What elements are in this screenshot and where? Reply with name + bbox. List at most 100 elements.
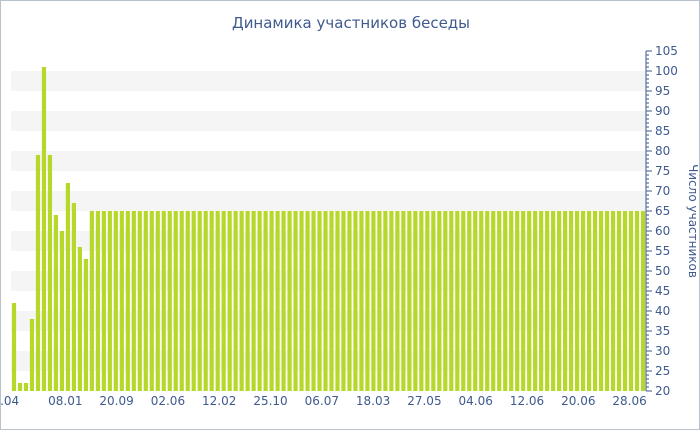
x-tick-label: 18.03 [356, 394, 390, 408]
bar [155, 211, 160, 391]
bar [77, 247, 82, 391]
bar [640, 211, 646, 391]
x-tick-label: 12.06 [510, 394, 544, 408]
bar [371, 211, 376, 391]
bar [347, 211, 352, 391]
bar [269, 211, 274, 391]
bar [53, 215, 59, 391]
bar [443, 211, 448, 391]
bar [353, 211, 358, 391]
y-axis-title: Число участников [686, 164, 700, 278]
bar [245, 211, 250, 391]
bar [413, 211, 418, 391]
bar [17, 383, 23, 391]
bar [11, 303, 17, 391]
bar [125, 211, 130, 391]
x-tick-label: 27.05 [407, 394, 441, 408]
y-tick-label: 55 [655, 244, 670, 258]
y-tick-label: 20 [655, 384, 670, 398]
bar [263, 211, 268, 391]
bar [23, 383, 29, 391]
y-tick-label: 35 [655, 324, 670, 338]
grid-band [11, 311, 646, 331]
bar [616, 211, 622, 391]
bar [233, 211, 238, 391]
grid-band [11, 71, 646, 91]
bar [622, 211, 628, 391]
bar [503, 211, 508, 391]
bar [191, 211, 196, 391]
x-tick-label: 28.06 [612, 394, 646, 408]
y-tick-label: 40 [655, 304, 670, 318]
bar [341, 211, 346, 391]
bar [455, 211, 460, 391]
bar [227, 211, 232, 391]
bar [473, 211, 478, 391]
bar [509, 211, 514, 391]
x-tick-label: 20.09 [99, 394, 133, 408]
y-tick-label: 85 [655, 124, 670, 138]
bar [221, 211, 226, 391]
y-tick-label: 50 [655, 264, 670, 278]
bar [425, 211, 430, 391]
y-tick-label: 45 [655, 284, 670, 298]
y-tick-label: 90 [655, 104, 670, 118]
chart-title: Динамика участников беседы [231, 14, 471, 32]
bar [407, 211, 412, 391]
y-tick-label: 95 [655, 84, 670, 98]
bar [149, 211, 154, 391]
bar [557, 211, 562, 391]
bar [581, 211, 586, 391]
bar [143, 211, 148, 391]
bar [137, 211, 142, 391]
bar [293, 211, 298, 391]
bar [167, 211, 172, 391]
bar [119, 211, 124, 391]
grid-band [11, 111, 646, 131]
y-tick-label: 80 [655, 144, 670, 158]
bar [592, 211, 598, 391]
bar [209, 211, 214, 391]
bar [173, 211, 178, 391]
bar [377, 211, 382, 391]
bar [563, 211, 568, 391]
bar [161, 211, 166, 391]
bar [317, 211, 322, 391]
y-tick-label: 25 [655, 364, 670, 378]
bar [107, 211, 112, 391]
bar [586, 211, 592, 391]
bar [383, 211, 388, 391]
bar [628, 211, 634, 391]
grid-band [11, 151, 646, 171]
y-tick-label: 30 [655, 344, 670, 358]
bar [539, 211, 544, 391]
bar [575, 211, 580, 391]
bar [101, 211, 106, 391]
bar [47, 155, 53, 391]
bar [95, 211, 100, 391]
bar [287, 211, 292, 391]
bar [185, 211, 190, 391]
bar [365, 211, 370, 391]
bar [527, 211, 532, 391]
x-tick-label: 20.06 [561, 394, 595, 408]
bar [71, 203, 76, 391]
bar [515, 211, 520, 391]
y-tick-label: 65 [655, 204, 670, 218]
bar [359, 211, 364, 391]
bar [395, 211, 400, 391]
bar [329, 211, 334, 391]
bar [215, 211, 220, 391]
bar [203, 211, 208, 391]
grid-band [11, 351, 646, 371]
bar [41, 67, 47, 391]
bar [251, 211, 256, 391]
bar [179, 211, 184, 391]
bar [545, 211, 550, 391]
bar [533, 211, 538, 391]
y-tick-label: 70 [655, 184, 670, 198]
grid-band [11, 231, 646, 251]
bar [467, 211, 472, 391]
